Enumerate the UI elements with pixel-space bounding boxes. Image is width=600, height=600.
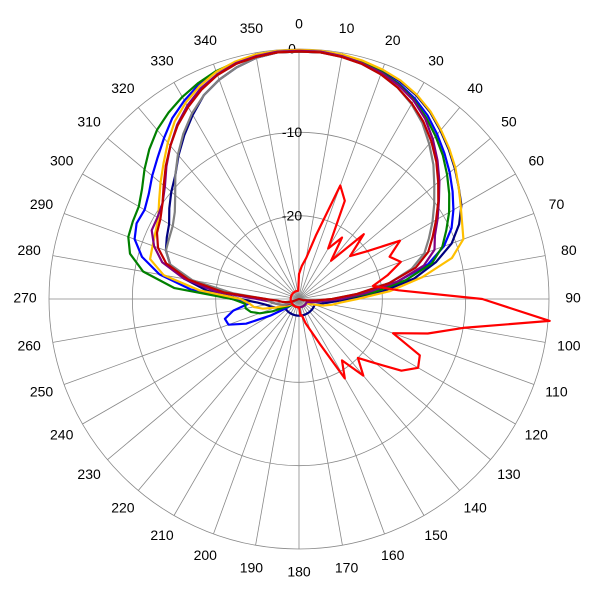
angle-label: 290 (30, 196, 54, 212)
series-line (155, 50, 440, 304)
spoke (298, 213, 535, 300)
angle-label: 240 (50, 427, 74, 443)
angle-label: 130 (497, 466, 521, 482)
spoke (298, 298, 461, 491)
angle-label: 100 (557, 337, 581, 353)
angle-label: 110 (545, 383, 568, 399)
angle-label: 140 (463, 500, 487, 516)
angle-label: 220 (111, 500, 135, 516)
spoke (298, 82, 425, 300)
angle-label: 160 (381, 547, 405, 563)
spoke (173, 82, 300, 300)
series-line (164, 49, 463, 317)
angle-label: 60 (529, 153, 545, 169)
angle-label: 320 (111, 80, 135, 96)
radius-label: -10 (282, 124, 302, 140)
angle-label: 330 (150, 52, 174, 68)
angle-label: 350 (240, 20, 264, 36)
spoke (82, 173, 300, 300)
angle-label: 50 (501, 114, 517, 130)
spoke (298, 137, 491, 300)
spoke (52, 255, 300, 300)
spoke (298, 298, 385, 535)
spoke (213, 63, 300, 300)
radius-label: -20 (282, 207, 302, 223)
angle-label: 70 (549, 196, 565, 212)
angle-label: 270 (13, 290, 37, 306)
angle-label: 200 (194, 547, 218, 563)
angle-label: 210 (150, 527, 174, 543)
angle-label: 40 (467, 80, 483, 96)
angle-label: 10 (339, 20, 355, 36)
spoke (137, 298, 300, 491)
angle-label: 80 (561, 242, 577, 258)
spoke (298, 298, 425, 516)
radius-label: 0 (288, 41, 296, 57)
spoke (298, 298, 516, 425)
grid-circle (215, 215, 383, 383)
angle-label: 310 (77, 114, 101, 130)
angle-label: 190 (240, 560, 264, 576)
angle-label: 0 (295, 16, 303, 32)
spoke (255, 52, 300, 300)
angle-label: 120 (525, 427, 549, 443)
angle-label: 180 (287, 564, 311, 580)
angle-label: 250 (30, 383, 54, 399)
spoke (173, 298, 300, 516)
spoke (298, 298, 491, 461)
series-line (289, 184, 551, 380)
angle-label: 30 (428, 52, 444, 68)
grid-circle (131, 131, 467, 467)
spoke (63, 213, 300, 300)
angle-label: 280 (17, 242, 41, 258)
spoke (298, 298, 546, 343)
spoke (82, 298, 300, 425)
spoke (213, 298, 300, 535)
spoke (107, 137, 300, 300)
angle-label: 90 (565, 290, 581, 306)
angle-label: 300 (50, 153, 74, 169)
angle-label: 230 (77, 466, 101, 482)
spoke (298, 63, 385, 300)
angle-label: 170 (335, 560, 359, 576)
spoke (298, 298, 343, 546)
spoke (52, 298, 300, 343)
angle-label: 260 (17, 337, 41, 353)
series-line (164, 50, 436, 306)
spoke (137, 107, 300, 300)
angle-label: 340 (194, 32, 218, 48)
spoke (298, 298, 535, 385)
spoke (298, 173, 516, 300)
angle-label: 20 (385, 32, 401, 48)
spoke (255, 298, 300, 546)
angle-label: 150 (424, 527, 448, 543)
spoke (107, 298, 300, 461)
